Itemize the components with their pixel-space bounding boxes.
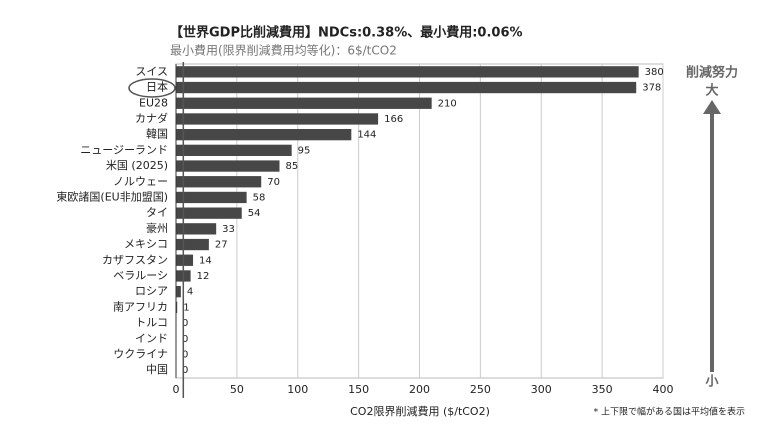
footnote: * 上下限で幅がある国は平均値を表示	[594, 406, 745, 418]
low-label: 小	[705, 375, 718, 390]
bar	[176, 144, 292, 157]
x-tick-label: 100	[287, 383, 308, 396]
y-tick-label: カナダ	[135, 111, 168, 125]
arrow-head	[703, 100, 721, 114]
value-label: 58	[253, 192, 266, 203]
bar	[176, 254, 194, 266]
bar	[176, 66, 639, 78]
y-tick-label: 中国	[146, 363, 168, 376]
bar	[176, 301, 178, 314]
bar	[176, 176, 262, 188]
highlight-circle	[128, 78, 176, 98]
bar	[176, 238, 209, 251]
y-tick-label: 東欧諸国(EU非加盟国)	[56, 189, 168, 203]
chart-subtitle: 最小費用(限界削減費用均等化)：6$/tCO2	[170, 43, 397, 58]
value-label: 0	[182, 318, 188, 329]
x-axis-label: CO2限界削減費用 ($/tCO2)	[350, 404, 490, 418]
value-label: 70	[267, 177, 280, 188]
bar	[176, 160, 280, 172]
y-tick-label: 米国 (2025)	[106, 159, 168, 172]
y-tick-label: ノルウェー	[113, 175, 168, 188]
y-tick-label: EU28	[139, 96, 168, 109]
y-tick-label: メキシコ	[124, 238, 168, 251]
y-tick-label: 日本	[146, 80, 168, 94]
value-label: 166	[384, 114, 403, 125]
y-tick-label: ロシア	[135, 285, 168, 298]
y-tick-label: スイス	[135, 65, 168, 78]
bar	[176, 97, 432, 109]
bar	[176, 128, 352, 141]
bar	[176, 285, 181, 298]
bar	[176, 207, 242, 219]
bar	[176, 191, 247, 204]
value-label: 0	[182, 349, 188, 360]
chart-title: 【世界GDP比削減費用】NDCs:0.38%、最小費用:0.06%	[170, 25, 523, 41]
x-tick-label: 400	[653, 383, 674, 396]
y-tick-label: 豪州	[146, 221, 168, 235]
value-label: 380	[645, 67, 664, 78]
value-label: 33	[222, 224, 235, 235]
x-tick-label: 0	[173, 383, 180, 396]
x-tick-label: 250	[470, 383, 491, 396]
value-label: 14	[199, 255, 212, 266]
y-tick-label: カザフスタン	[102, 253, 168, 266]
bar	[176, 223, 217, 235]
bar	[176, 113, 379, 125]
y-tick-label: タイ	[146, 206, 168, 219]
value-label: 0	[182, 334, 188, 345]
x-tick-label: 50	[230, 383, 244, 396]
x-tick-label: 350	[592, 383, 613, 396]
y-tick-label: ベラルーシ	[113, 269, 168, 282]
effort-label: 削減努力	[686, 65, 738, 81]
bar	[176, 81, 637, 94]
y-tick-label: 韓国	[146, 128, 168, 141]
y-tick-label: トルコ	[135, 316, 168, 329]
y-tick-label: インド	[135, 332, 168, 345]
value-label: 12	[197, 271, 210, 282]
value-label: 378	[642, 83, 661, 94]
value-label: 1	[183, 302, 189, 313]
x-tick-label: 300	[531, 383, 552, 396]
value-label: 27	[215, 240, 228, 251]
x-tick-label: 150	[348, 383, 369, 396]
value-label: 85	[285, 161, 298, 172]
y-tick-label: ニュージーランド	[80, 143, 168, 156]
value-label: 4	[187, 287, 193, 298]
high-label: 大	[705, 83, 718, 99]
x-tick-label: 200	[409, 383, 430, 396]
value-label: 0	[182, 365, 188, 376]
value-label: 95	[298, 145, 311, 156]
value-label: 54	[248, 208, 261, 219]
y-tick-label: 南アフリカ	[113, 300, 168, 313]
value-label: 144	[357, 130, 376, 141]
value-label: 210	[438, 98, 457, 109]
y-tick-label: ウクライナ	[113, 347, 168, 360]
